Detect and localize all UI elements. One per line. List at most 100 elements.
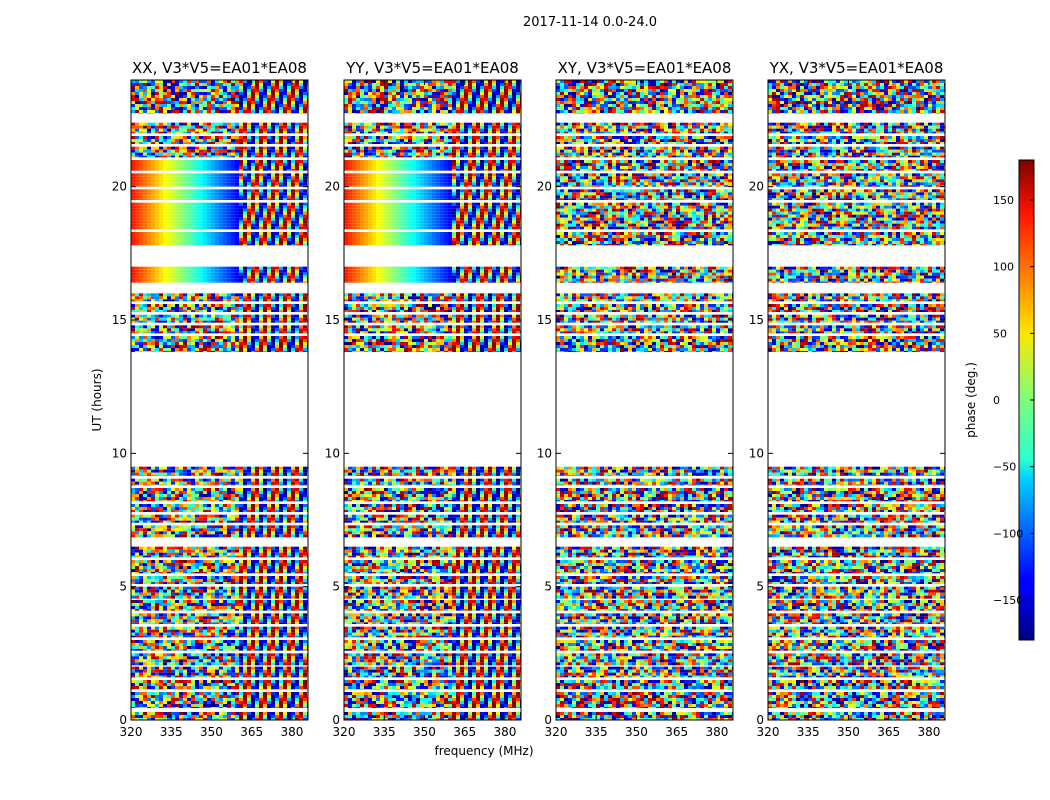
phase-cell	[283, 299, 287, 302]
phase-cell	[239, 606, 243, 609]
phase-cell	[215, 563, 219, 566]
phase-cell	[279, 546, 283, 550]
phase-cell	[255, 278, 259, 282]
phase-cell	[183, 579, 187, 582]
phase-cell	[207, 491, 211, 494]
phase-cell	[175, 534, 179, 538]
phase-cell	[283, 469, 287, 473]
phase-cell	[243, 531, 247, 535]
phase-cell	[231, 600, 235, 603]
phase-cell	[211, 643, 215, 646]
phase-cell	[131, 707, 135, 708]
phase-cell	[227, 640, 231, 643]
phase-cell	[139, 640, 143, 643]
phase-cell	[279, 707, 283, 708]
phase-cell	[131, 603, 135, 606]
phase-cell	[263, 314, 267, 318]
phase-cell	[131, 281, 135, 283]
phase-cell	[303, 622, 307, 624]
phase-cell	[155, 220, 159, 224]
phase-cell	[187, 632, 191, 636]
phase-cell	[247, 208, 251, 212]
phase-cell	[231, 214, 235, 218]
phase-cell	[139, 205, 143, 209]
phase-cell	[175, 317, 179, 321]
phase-cell	[195, 500, 199, 502]
phase-cell	[303, 500, 307, 502]
phase-cell	[159, 299, 163, 302]
phase-cell	[151, 317, 155, 321]
phase-cell	[131, 481, 135, 485]
phase-cell	[199, 683, 203, 686]
phase-cell	[279, 662, 283, 666]
phase-cell	[239, 339, 243, 342]
phase-cell	[291, 675, 295, 678]
phase-cell	[295, 643, 299, 646]
phase-cell	[131, 514, 135, 518]
phase-cell	[135, 472, 139, 476]
phase-cell	[231, 560, 235, 563]
phase-cell	[171, 202, 175, 206]
phase-cell	[171, 546, 175, 550]
phase-cell	[295, 342, 299, 345]
phase-cell	[295, 469, 299, 473]
phase-cell	[155, 208, 159, 212]
phase-cell	[175, 494, 179, 497]
phase-cell	[183, 640, 187, 643]
phase-cell	[275, 336, 279, 339]
phase-cell	[147, 659, 151, 663]
data-band	[131, 692, 308, 708]
phase-cell	[283, 500, 287, 502]
phase-cell	[155, 351, 159, 352]
phase-cell	[223, 214, 227, 218]
phase-cell	[267, 566, 271, 569]
phase-cell	[203, 520, 207, 523]
phase-cell	[239, 296, 243, 300]
phase-cell	[251, 307, 255, 310]
phase-cell	[279, 528, 283, 532]
phase-cell	[243, 579, 247, 582]
phase-cell	[299, 488, 303, 491]
phase-cell	[271, 235, 275, 238]
phase-cell	[207, 707, 211, 708]
phase-cell	[267, 514, 271, 518]
phase-cell	[167, 307, 171, 310]
phase-cell	[155, 202, 159, 206]
phase-cell	[171, 622, 175, 624]
phase-cell	[135, 238, 139, 241]
phase-cell	[211, 336, 215, 339]
phase-cell	[267, 560, 271, 563]
phase-cell	[279, 704, 283, 707]
phase-cell	[131, 478, 135, 482]
phase-cell	[223, 635, 227, 638]
phase-cell	[147, 695, 151, 698]
phase-cell	[291, 469, 295, 473]
phase-cell	[131, 293, 135, 297]
phase-cell	[199, 582, 203, 584]
phase-cell	[215, 232, 219, 235]
phase-cell	[235, 686, 239, 689]
phase-cell	[247, 494, 251, 497]
phase-cell	[179, 586, 183, 590]
phase-cell	[287, 712, 291, 715]
phase-cell	[223, 339, 227, 342]
phase-cell	[231, 241, 235, 244]
phase-cell	[171, 704, 175, 707]
phase-cell	[171, 649, 175, 651]
phase-cell	[195, 656, 199, 660]
phase-cell	[295, 622, 299, 624]
phase-cell	[255, 520, 259, 523]
phase-cell	[299, 600, 303, 603]
phase-cell	[151, 214, 155, 218]
phase-cell	[187, 500, 191, 502]
phase-cell	[299, 572, 303, 574]
phase-cell	[227, 589, 231, 593]
phase-cell	[147, 307, 151, 310]
phase-cell	[139, 589, 143, 593]
phase-cell	[207, 576, 211, 579]
phase-cell	[291, 520, 295, 523]
phase-cell	[235, 560, 239, 563]
phase-cell	[247, 478, 251, 482]
phase-cell	[211, 491, 215, 494]
phase-cell	[247, 336, 251, 339]
